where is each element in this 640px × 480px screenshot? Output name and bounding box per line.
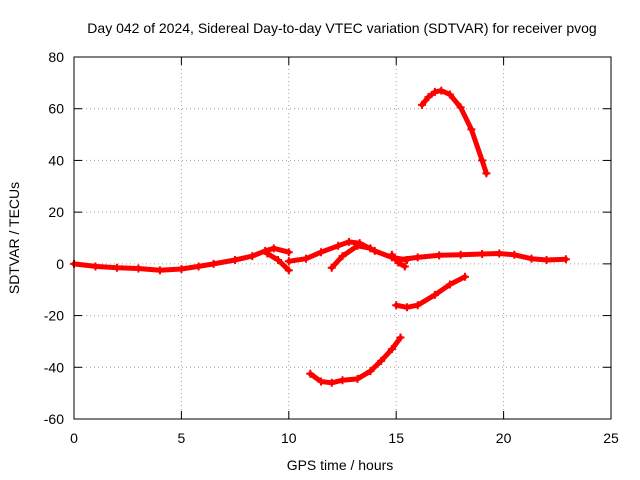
- y-tick-label: -60: [44, 411, 64, 427]
- data-point: [377, 356, 386, 365]
- data-point: [392, 255, 401, 264]
- data-point: [194, 262, 203, 271]
- data-point: [400, 262, 409, 271]
- series-line: [393, 274, 468, 310]
- series-line: [307, 335, 403, 386]
- data-point: [306, 369, 315, 378]
- data-point: [327, 378, 336, 387]
- data-point: [177, 265, 186, 274]
- data-point: [263, 249, 272, 258]
- series-arc-mid-negative: [392, 272, 469, 312]
- series-baseline-late: [392, 249, 570, 264]
- data-point: [392, 301, 401, 310]
- data-point: [478, 250, 487, 259]
- data-point: [542, 255, 551, 264]
- data-point: [284, 257, 293, 266]
- data-point: [155, 266, 164, 275]
- data-point: [437, 86, 446, 95]
- data-point: [417, 100, 426, 109]
- series-line: [329, 243, 373, 271]
- series-dip-near-10h: [263, 249, 293, 275]
- data-point: [510, 250, 519, 259]
- data-point: [209, 259, 218, 268]
- data-point: [396, 333, 405, 342]
- data-point: [112, 263, 121, 272]
- x-axis-ticks: 0 5 10 15 20 25: [70, 57, 619, 446]
- data-point: [467, 125, 476, 134]
- data-point: [561, 255, 570, 264]
- x-tick-label: 10: [281, 430, 297, 446]
- grid-lines: [74, 57, 611, 419]
- plot-border: [73, 56, 612, 420]
- data-point: [435, 251, 444, 260]
- data-point: [478, 156, 487, 165]
- y-tick-label: 60: [48, 101, 64, 117]
- data-point: [456, 103, 465, 112]
- x-tick-label: 5: [178, 430, 186, 446]
- data-point: [456, 250, 465, 259]
- data-point: [495, 249, 504, 258]
- data-point: [344, 237, 353, 246]
- y-tick-label: 20: [48, 204, 64, 220]
- data-point: [301, 254, 310, 263]
- data-point: [353, 374, 362, 383]
- data-point: [430, 87, 439, 96]
- data-point: [134, 264, 143, 273]
- data-point: [338, 376, 347, 385]
- data-point: [482, 169, 491, 178]
- x-tick-label: 20: [496, 430, 512, 446]
- data-point: [327, 263, 336, 272]
- x-tick-label: 25: [603, 430, 619, 446]
- data-point: [274, 255, 283, 264]
- data-point: [366, 244, 375, 253]
- series-branch-12h: [327, 241, 375, 272]
- data-point: [413, 253, 422, 262]
- data-point: [334, 241, 343, 250]
- data-point: [317, 377, 326, 386]
- series-baseline-early: [70, 244, 293, 275]
- data-point: [445, 280, 454, 289]
- data-point: [269, 244, 278, 253]
- y-tick-label: -20: [44, 308, 64, 324]
- data-point: [445, 90, 454, 99]
- data-point: [370, 246, 379, 255]
- series-line: [419, 88, 489, 176]
- data-point: [387, 250, 396, 259]
- x-tick-label: 0: [70, 430, 78, 446]
- y-tick-label: -40: [44, 359, 64, 375]
- chart-title: Day 042 of 2024, Sidereal Day-to-day VTE…: [87, 20, 596, 36]
- data-point: [460, 272, 469, 281]
- y-axis-ticks: -60 -40 -20 0 20 40 60 80: [44, 49, 611, 427]
- y-axis-label: SDTVAR / TECUs: [6, 182, 22, 294]
- series-line: [393, 251, 569, 263]
- data-point: [387, 345, 396, 354]
- data-point: [413, 301, 422, 310]
- data-series: [70, 86, 570, 387]
- y-tick-label: 80: [48, 49, 64, 65]
- data-point: [338, 252, 347, 261]
- data-point: [366, 367, 375, 376]
- y-tick-label: 40: [48, 152, 64, 168]
- data-point: [402, 303, 411, 312]
- x-tick-label: 15: [388, 430, 404, 446]
- series-arc-high: [417, 86, 491, 178]
- series-arc-low: [306, 333, 405, 387]
- y-tick-label: 0: [56, 256, 64, 272]
- data-point: [424, 93, 433, 102]
- data-point: [527, 254, 536, 263]
- data-point: [317, 248, 326, 257]
- data-point: [430, 290, 439, 299]
- data-point: [284, 266, 293, 275]
- data-point: [91, 262, 100, 271]
- data-point: [231, 255, 240, 264]
- data-point: [353, 241, 362, 250]
- data-point: [248, 252, 257, 261]
- data-point: [284, 248, 293, 257]
- x-axis-label: GPS time / hours: [287, 457, 394, 473]
